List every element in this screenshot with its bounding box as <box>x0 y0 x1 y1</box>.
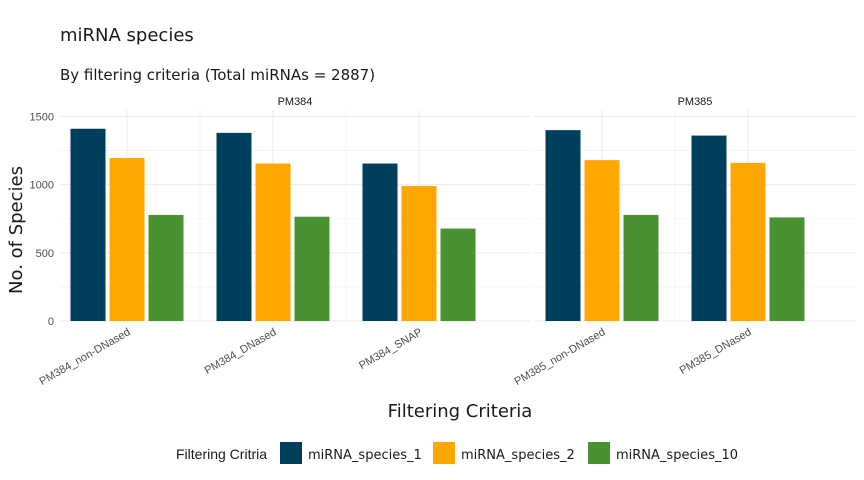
bar-PM384_SNAP-miRNA_species_10 <box>440 228 476 321</box>
x-tick-label: PM384_DNased <box>203 326 279 377</box>
y-tick-label: 500 <box>36 248 54 260</box>
bar-PM384_non-DNased-miRNA_species_10 <box>148 214 184 321</box>
chart-subtitle: By filtering criteria (Total miRNAs = 28… <box>60 66 375 84</box>
x-tick-label: PM385_DNased <box>678 326 754 377</box>
bar-PM384_DNased-miRNA_species_2 <box>255 163 291 321</box>
legend-label-miRNA_species_10: miRNA_species_10 <box>616 448 738 463</box>
legend-label-miRNA_species_2: miRNA_species_2 <box>461 448 575 463</box>
legend-title: Filtering Critria <box>176 446 267 462</box>
legend-swatch-miRNA_species_2 <box>433 442 455 464</box>
bar-PM385_non-DNased-miRNA_species_10 <box>623 214 659 321</box>
x-tick-label: PM384_SNAP <box>357 326 424 372</box>
bar-PM385_DNased-miRNA_species_10 <box>769 217 805 321</box>
legend-swatch-miRNA_species_10 <box>588 442 610 464</box>
x-tick-label: PM385_non-DNased <box>513 326 608 388</box>
y-tick-label: 1500 <box>30 112 54 124</box>
x-tick-label: PM384_non-DNased <box>38 326 133 388</box>
bar-PM384_SNAP-miRNA_species_2 <box>401 186 437 321</box>
facet-panel-PM385: PM385 PM385_non-DNased PM385_DNased <box>513 96 856 388</box>
bar-PM384_non-DNased-miRNA_species_1 <box>70 128 106 321</box>
bar-PM385_DNased-miRNA_species_2 <box>730 162 766 321</box>
legend-label-miRNA_species_1: miRNA_species_1 <box>308 448 422 463</box>
bar-PM385_non-DNased-miRNA_species_1 <box>545 130 581 321</box>
bar-PM385_DNased-miRNA_species_1 <box>691 135 727 321</box>
y-axis-title: No. of Species <box>6 166 27 294</box>
bar-PM385_non-DNased-miRNA_species_2 <box>584 160 620 321</box>
legend-swatch-miRNA_species_1 <box>280 442 302 464</box>
chart-title: miRNA species <box>60 25 194 46</box>
facet-strip-label: PM384 <box>278 96 313 108</box>
facet-strip-label: PM385 <box>678 96 713 108</box>
facet-panel-PM384: PM384 PM384_non-DNased PM384_DNased PM384_S… <box>30 96 531 388</box>
legend: Filtering Critria miRNA_species_1 miRNA_s… <box>176 442 738 464</box>
bar-PM384_non-DNased-miRNA_species_2 <box>109 158 145 321</box>
bar-PM384_DNased-miRNA_species_10 <box>294 216 330 321</box>
bar-PM384_DNased-miRNA_species_1 <box>216 132 252 321</box>
plot-panels: PM384 PM384_non-DNased PM384_DNased PM384_S… <box>30 96 856 388</box>
bar-PM384_SNAP-miRNA_species_1 <box>362 163 398 321</box>
y-tick-label: 0 <box>48 316 54 328</box>
x-axis-title: Filtering Criteria <box>388 401 533 422</box>
y-tick-label: 1000 <box>30 180 54 192</box>
